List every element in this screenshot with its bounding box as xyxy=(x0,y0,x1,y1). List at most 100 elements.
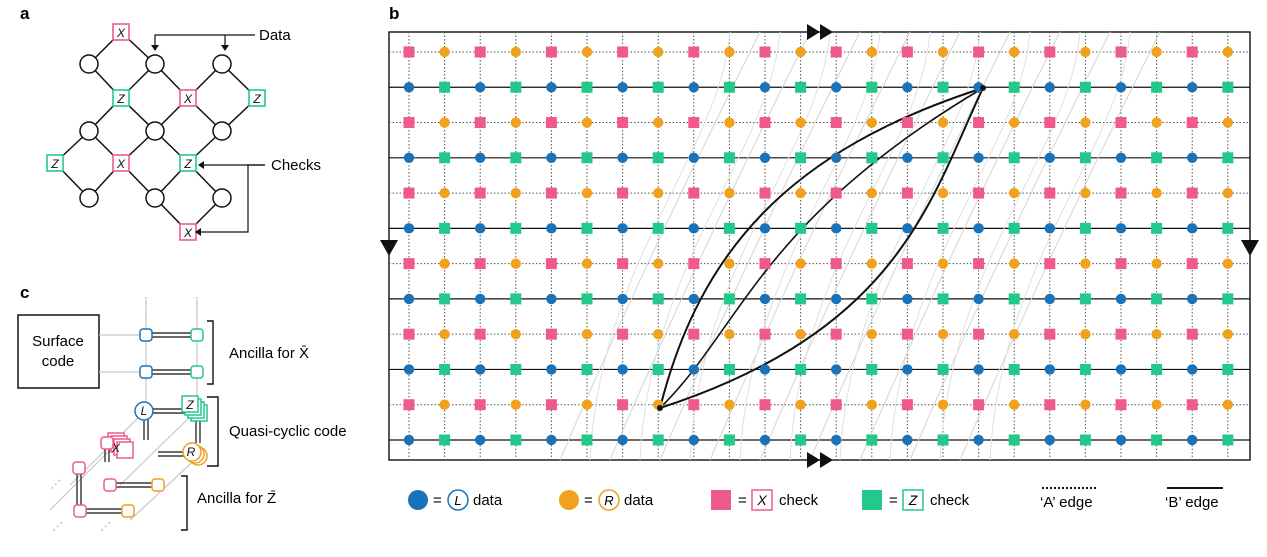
loop-endpoint xyxy=(980,85,986,91)
legend-r-glyph: R xyxy=(604,493,613,508)
data-label: Data xyxy=(259,27,291,44)
l-data-node xyxy=(546,82,557,93)
l-data-node xyxy=(973,152,984,164)
z-check-node xyxy=(866,363,878,375)
l-data-node xyxy=(688,223,699,234)
x-check-node xyxy=(474,117,486,129)
l-data-node xyxy=(1115,82,1127,93)
l-data-node xyxy=(1187,364,1198,375)
check-glyph: Z xyxy=(252,92,261,106)
x-check-node xyxy=(403,328,415,340)
long-range-edge xyxy=(609,31,811,461)
right-boundary-arrow xyxy=(1241,240,1259,256)
r-data-node xyxy=(1009,46,1020,58)
legend-b-edge-text: ‘B’ edge xyxy=(1165,494,1219,511)
r-data-node xyxy=(724,117,735,128)
r-data-node xyxy=(439,187,450,199)
long-range-edge xyxy=(889,31,1031,461)
long-range-edge xyxy=(559,31,761,461)
z-check-node xyxy=(581,152,593,164)
x-check-node xyxy=(617,258,629,270)
x-check-node xyxy=(474,187,486,199)
x-check-node xyxy=(617,117,629,129)
panel-b: b xyxy=(380,4,1259,468)
x-check-node xyxy=(973,399,985,411)
r-data-node xyxy=(1009,328,1020,340)
panel-c-letter: c xyxy=(20,283,29,302)
l-data-node xyxy=(902,152,913,164)
r-data-stack xyxy=(182,442,202,462)
legend-r-ring xyxy=(598,489,620,511)
z-check-node xyxy=(581,222,593,234)
x-check-node xyxy=(403,117,415,129)
r-data-node xyxy=(439,258,450,269)
r-data-node xyxy=(795,117,806,128)
x-check-node xyxy=(1044,399,1056,411)
check-glyph: X xyxy=(183,226,193,240)
l-data-node xyxy=(617,434,628,446)
l-data-node xyxy=(902,293,913,305)
l-data-node xyxy=(617,364,628,375)
data-qubit xyxy=(212,121,232,141)
r-data-node xyxy=(1009,399,1020,410)
r-data-node xyxy=(1080,328,1091,340)
z-check-node xyxy=(1151,363,1163,375)
x-check-node xyxy=(973,187,985,199)
r-data-node xyxy=(653,328,664,340)
top-boundary-arrow xyxy=(807,24,820,40)
z-check-node xyxy=(795,222,807,234)
panel-b-lattice xyxy=(380,24,1259,468)
r-data-node xyxy=(866,117,877,128)
x-check xyxy=(112,154,130,172)
z-check-node xyxy=(510,152,522,164)
panel-a-letter: a xyxy=(20,4,30,23)
check-glyph: X xyxy=(183,92,193,106)
r-data-node xyxy=(653,46,664,58)
r-data-node xyxy=(510,187,521,199)
z-check-node xyxy=(723,434,735,446)
r-data-node xyxy=(1222,46,1234,58)
surface-code-box xyxy=(17,314,100,389)
x-check-node xyxy=(1186,46,1198,58)
r-data-node xyxy=(1151,187,1162,199)
data-qubit xyxy=(212,188,232,208)
l-data-node xyxy=(688,434,699,446)
panel-b-legend: = L data = R data = X check = Z check ‘A… xyxy=(408,487,1223,511)
panel-c-double-links xyxy=(76,332,201,514)
l-data-node xyxy=(831,364,842,375)
z-check-node xyxy=(1008,222,1020,234)
l-data-node xyxy=(617,293,628,305)
l-data-node xyxy=(759,223,771,234)
l-data-node xyxy=(1044,223,1056,234)
legend-z-check-text: check xyxy=(930,492,970,509)
l-data-node xyxy=(1187,152,1198,164)
z-check-node xyxy=(866,81,878,93)
surface-code-line1: Surface xyxy=(32,333,84,350)
z-check-node xyxy=(439,293,451,305)
legend-x-check-square xyxy=(711,490,731,510)
l-data-stack xyxy=(134,401,154,421)
z-check-node xyxy=(866,222,878,234)
l-data-node xyxy=(973,223,984,234)
z-check-node xyxy=(1222,222,1234,234)
x-check-node xyxy=(474,258,486,270)
z-check-node xyxy=(581,434,593,446)
l-data-node xyxy=(973,364,984,375)
z-check-node xyxy=(439,434,451,446)
r-glyph: R xyxy=(187,445,196,459)
long-range-edge xyxy=(909,31,1111,461)
z-check-node xyxy=(937,81,949,93)
r-data-node xyxy=(724,399,735,410)
check-glyph: X xyxy=(116,26,126,40)
panel-a: a xyxy=(20,4,321,241)
l-data-node xyxy=(403,434,415,446)
l-data-node xyxy=(831,293,842,305)
check-glyph: Z xyxy=(50,157,59,171)
data-qubit xyxy=(79,188,99,208)
legend-l-glyph: L xyxy=(454,493,461,508)
left-boundary-arrow xyxy=(380,240,398,256)
long-range-edge xyxy=(939,31,1081,461)
checks-label: Checks xyxy=(271,157,321,174)
x-check-node xyxy=(1044,46,1056,58)
x-check-node xyxy=(403,46,415,58)
